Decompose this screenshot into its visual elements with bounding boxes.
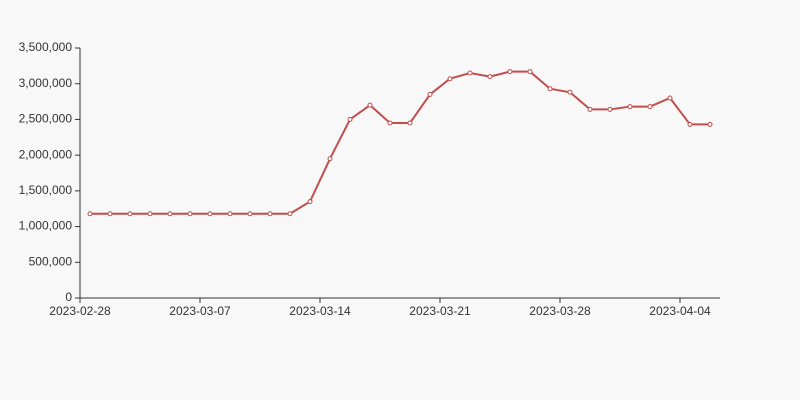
y-tick-label: 2,000,000 [19, 147, 73, 161]
point [87, 211, 93, 217]
x-tick-label: 2023-03-07 [169, 304, 231, 318]
point [407, 120, 413, 126]
point [247, 211, 253, 217]
point [487, 74, 493, 80]
point [287, 211, 293, 217]
point [527, 69, 533, 75]
y-tick-label: 3,000,000 [19, 76, 73, 90]
point [687, 121, 693, 127]
point [467, 70, 473, 76]
point [447, 76, 453, 82]
point [267, 211, 273, 217]
point [507, 69, 513, 75]
x-tick-label: 2023-04-04 [649, 304, 711, 318]
point [307, 199, 313, 205]
point [427, 91, 433, 97]
point [127, 211, 133, 217]
y-tick-label: 0 [65, 290, 72, 304]
point [327, 156, 333, 162]
point [647, 104, 653, 110]
point [347, 116, 353, 122]
point [547, 86, 553, 92]
point [567, 89, 573, 95]
point [627, 104, 633, 110]
x-tick-label: 2023-03-14 [289, 304, 351, 318]
y-tick-label: 1,000,000 [19, 219, 73, 233]
point [107, 211, 113, 217]
point [607, 106, 613, 112]
y-tick-label: 500,000 [29, 254, 73, 268]
point [707, 121, 713, 127]
point [587, 106, 593, 112]
point [387, 120, 393, 126]
line [90, 70, 710, 215]
y-tick-label: 2,500,000 [19, 112, 73, 126]
x-tick-label: 2023-03-28 [529, 304, 591, 318]
point [367, 102, 373, 108]
x-tick-label: 2023-03-21 [409, 304, 471, 318]
point [147, 211, 153, 217]
point [207, 211, 213, 217]
point [667, 95, 673, 101]
y-tick-label: 3,500,000 [19, 40, 73, 54]
point [167, 211, 173, 217]
point [227, 211, 233, 217]
point [187, 211, 193, 217]
x-tick-label: 2023-02-28 [49, 304, 111, 318]
y-tick-label: 1,500,000 [19, 183, 73, 197]
